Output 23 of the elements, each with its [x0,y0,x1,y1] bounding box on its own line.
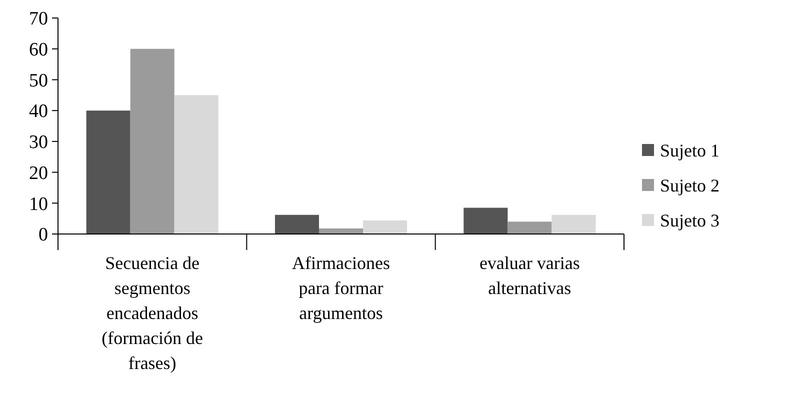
bar [130,48,174,234]
bar [274,214,319,234]
y-tick-label: 40 [29,101,48,122]
x-tick-label: Secuencia de segmentos encadenados (formación de frases) [102,253,204,373]
x-tick-label: Afirmaciones para formar argumentos [292,253,390,323]
y-tick-label: 10 [29,194,48,215]
bar [464,208,508,234]
bar [508,222,552,234]
bar [86,110,130,234]
bar [552,214,596,234]
y-tick-label: 50 [29,70,48,92]
y-tick-label: 70 [29,8,48,30]
x-tick-label: evaluar varias alternativas [479,253,580,298]
bar [174,95,218,234]
bar [318,228,364,234]
bar [363,220,408,234]
y-tick-label: 30 [29,132,48,154]
y-tick-label: 20 [29,162,48,184]
legend-label: Sujeto 1 [660,140,720,160]
y-tick-label: 0 [38,224,48,246]
legend-label: Sujeto 3 [660,210,720,230]
y-tick-label: 60 [29,40,48,61]
legend-label: Sujeto 2 [660,175,720,196]
